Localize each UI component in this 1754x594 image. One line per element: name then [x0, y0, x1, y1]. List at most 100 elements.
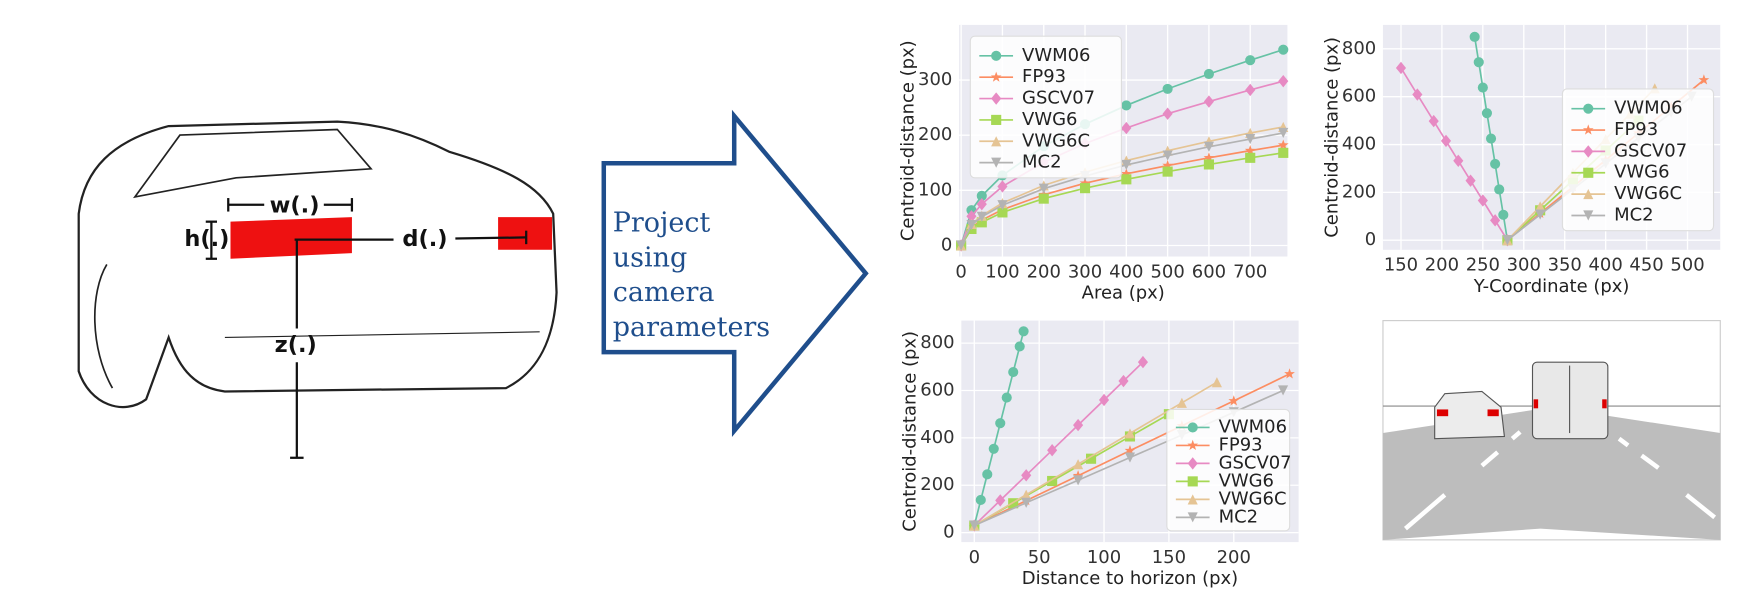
dim-line: [455, 237, 526, 238]
x-tick-label: 450: [1629, 255, 1663, 276]
legend-label: FP93: [1022, 66, 1066, 87]
x-tick-label: 300: [1507, 255, 1541, 276]
y-tick-label: 0: [1365, 229, 1376, 250]
legend-label: VWG6: [1022, 109, 1077, 130]
marker: [1008, 367, 1018, 377]
y-tick-label: 0: [941, 234, 952, 255]
legend-marker: [1583, 104, 1593, 114]
taillight: [498, 217, 552, 250]
dim-label: d(.): [402, 226, 447, 252]
marker: [1470, 32, 1480, 42]
car-diagram: [79, 122, 557, 407]
y-tick-label: 300: [918, 69, 952, 90]
arrow-text: camera: [613, 277, 715, 308]
y-tick-label: 200: [920, 474, 954, 495]
x-tick-label: 150: [1152, 547, 1186, 568]
car-bumper: [225, 332, 540, 338]
y-tick-label: 0: [943, 522, 954, 543]
x-tick-label: 200: [1027, 261, 1061, 282]
x-tick-label: 400: [1109, 261, 1143, 282]
legend-label: VWG6C: [1614, 183, 1682, 204]
legend-marker: [1188, 476, 1198, 486]
x-tick-label: 400: [1589, 255, 1623, 276]
x-tick-label: 0: [955, 261, 966, 282]
dim-label: h(.): [184, 226, 229, 252]
arrow: [604, 116, 866, 431]
marker: [989, 444, 999, 454]
marker: [1080, 183, 1090, 193]
y-axis-label: Centroid-distance (px): [900, 331, 921, 532]
marker: [1278, 148, 1288, 158]
legend-label: VWM06: [1614, 98, 1682, 119]
road-render: [1383, 321, 1720, 540]
arrow-text: using: [613, 242, 687, 273]
y-tick-label: 600: [1342, 86, 1376, 107]
legend-label: VWG6: [1614, 162, 1669, 183]
y-tick-label: 800: [920, 332, 954, 353]
marker: [1039, 194, 1049, 204]
x-tick-label: 500: [1150, 261, 1184, 282]
x-axis-label: Distance to horizon (px): [1022, 568, 1238, 589]
marker: [1278, 45, 1288, 55]
marker: [1498, 210, 1508, 220]
marker: [976, 495, 986, 505]
legend-label: VWM06: [1022, 45, 1090, 66]
marker: [1002, 393, 1012, 403]
y-axis-label: Centroid-distance (px): [1321, 37, 1342, 238]
y-tick-label: 200: [1342, 181, 1376, 202]
marker: [982, 469, 992, 479]
x-tick-label: 100: [985, 261, 1019, 282]
dim-label: w(.): [270, 192, 320, 218]
marker: [1019, 326, 1029, 336]
arrow-text: parameters: [613, 312, 770, 343]
car-wheel: [95, 264, 113, 388]
y-axis-label: Centroid-distance (px): [897, 40, 918, 241]
legend-marker: [1188, 422, 1198, 432]
legend-label: MC2: [1614, 204, 1653, 225]
x-tick-label: 200: [1425, 255, 1459, 276]
x-tick-label: 250: [1466, 255, 1500, 276]
van-light: [1602, 399, 1606, 408]
marker: [1474, 57, 1484, 67]
legend-label: GSCV07: [1614, 140, 1687, 161]
marker: [1478, 83, 1488, 93]
legend-label: MC2: [1022, 152, 1061, 173]
car-light: [1437, 409, 1448, 416]
marker: [1482, 108, 1492, 118]
x-tick-label: 300: [1068, 261, 1102, 282]
y-tick-label: 400: [920, 427, 954, 448]
marker: [1245, 55, 1255, 65]
x-tick-label: 200: [1217, 547, 1251, 568]
marker: [1015, 341, 1025, 351]
marker: [1163, 84, 1173, 94]
legend-label: VWG6C: [1022, 130, 1090, 151]
legend-marker: [1583, 168, 1593, 178]
dim-label: z(.): [275, 332, 317, 358]
figure: w(.) h(.) d(.) z(.) Project using camera…: [0, 0, 1754, 594]
legend-marker: [991, 115, 1001, 125]
y-tick-label: 200: [918, 124, 952, 145]
x-tick-label: 500: [1670, 255, 1704, 276]
x-axis-label: Area (px): [1082, 283, 1165, 304]
y-tick-label: 600: [920, 379, 954, 400]
van-light: [1534, 399, 1538, 408]
arrow-text: Project: [613, 207, 711, 238]
legend-label: GSCV07: [1022, 88, 1095, 109]
legend-marker: [991, 51, 1001, 61]
marker: [1490, 159, 1500, 169]
x-tick-label: 0: [969, 547, 980, 568]
marker: [1121, 100, 1131, 110]
marker: [1121, 174, 1131, 184]
marker: [1204, 69, 1214, 79]
x-tick-label: 50: [1028, 547, 1051, 568]
x-axis-label: Y-Coordinate (px): [1473, 276, 1630, 297]
marker: [1245, 153, 1255, 163]
y-tick-label: 100: [918, 179, 952, 200]
marker: [1204, 159, 1214, 169]
marker: [995, 418, 1005, 428]
car-light: [1488, 409, 1499, 416]
x-tick-label: 700: [1233, 261, 1267, 282]
legend-label: MC2: [1219, 506, 1258, 527]
car-window: [135, 129, 371, 196]
taillight: [230, 217, 351, 259]
